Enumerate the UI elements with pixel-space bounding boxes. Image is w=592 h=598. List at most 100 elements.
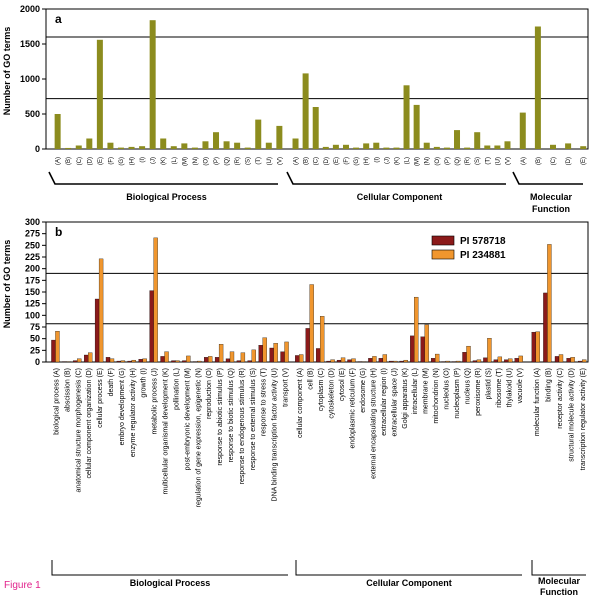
bar-pi-578718 [214,357,220,363]
bar-pi-234881 [466,345,471,363]
bar-pi-578718 [315,348,321,363]
category-label-a: (M) [182,157,188,166]
panel-label-b: b [55,225,62,239]
bar-pi-234881 [434,353,440,363]
category-label-a: (U) [267,157,273,165]
category-label-b: cellular component organization (D) [86,368,93,479]
category-label-b: nucleoplasm (P) [454,368,461,419]
legend-label: PI 578718 [460,236,506,247]
category-label-a: (A) [521,157,527,165]
y-tick-label-a: 1000 [20,74,40,84]
category-label-b: extracellular region (I) [381,368,388,436]
bar-pi-234881 [262,337,267,363]
category-label-a: (E) [581,157,587,165]
bar-pi-234881 [330,359,335,363]
category-label-a: (O) [435,157,441,166]
bar-pi-234881 [445,360,450,363]
category-label-a: (J) [384,157,390,164]
bar-a [413,104,420,149]
bar-pi-234881 [164,351,169,363]
group-label-a: Cellular Component [357,192,443,202]
category-label-b: structural molecule activity (D) [569,368,576,462]
bar-pi-578718 [295,355,300,363]
group-bracket-b [295,560,522,576]
category-label-b: response to endogenous stimulus (R) [239,368,246,484]
bar-a [373,142,380,149]
category-label-a: (L) [172,157,178,164]
bar-pi-578718 [493,359,499,363]
category-label-b: transport (V) [283,368,290,407]
bar-pi-234881 [186,355,191,363]
category-label-b: plastid (S) [485,368,492,400]
bar-a [312,107,319,149]
category-label-a: (B) [66,157,72,165]
category-label-a: (V) [505,157,511,165]
bar-a [363,143,370,149]
category-label-b: abscission (B) [64,368,71,412]
category-label-a: (K) [394,157,400,165]
bar-pi-234881 [55,331,60,363]
bar-a [65,147,72,149]
category-label-b: extracellular space (J) [391,368,398,436]
figure-caption: Figure 1 [4,580,41,591]
category-label-a: (I) [140,157,146,163]
bar-a [433,146,440,149]
bar-pi-578718 [336,359,342,363]
bar-a [160,138,167,149]
bar-pi-234881 [197,360,202,363]
y-tick-label-a: 2000 [20,4,40,14]
bar-a [170,146,177,149]
category-label-a: (E) [98,157,104,165]
bar-pi-578718 [305,328,310,363]
y-tick-label-b: 100 [25,310,40,320]
group-label-a: Function [532,204,570,214]
bar-pi-234881 [340,357,346,363]
category-label-a: (B) [304,157,310,165]
category-label-a: (A) [56,157,62,165]
category-label-b: transcription regulator activity (E) [580,368,587,470]
bar-pi-234881 [535,331,540,363]
group-bracket-a [48,171,278,185]
group-label-b: Function [540,587,578,597]
bar-pi-234881 [175,360,180,363]
group-bracket-a [512,171,583,185]
bar-a [403,85,410,149]
category-label-b: mitochondrion (N) [433,368,440,424]
bar-pi-578718 [204,357,209,363]
category-label-b: multicellular organismal development (K) [163,368,170,494]
bar-pi-234881 [382,354,388,363]
category-label-a: (K) [161,157,167,165]
panel-label-a: a [55,12,62,26]
category-label-a: (G) [354,157,360,166]
bar-pi-234881 [309,284,314,363]
y-tick-label-b: 275 [25,229,40,239]
bar-a [565,143,572,149]
category-label-a: (D) [566,157,572,165]
category-label-a: (S) [475,157,481,165]
bar-pi-234881 [218,344,224,363]
bar-pi-578718 [236,360,242,363]
category-label-b: membrane (M) [423,368,430,414]
category-label-b: growth (I) [141,368,148,398]
category-label-a: (E) [334,157,340,165]
category-label-b: endoplasmic reticulum (F) [350,368,357,449]
category-label-a: (F) [108,157,114,165]
y-tick-label-b: 25 [30,345,40,355]
bar-pi-234881 [98,258,104,363]
category-label-a: (L) [405,157,411,164]
category-label-a: (R) [465,157,471,165]
category-label-a: (C) [551,157,557,165]
bar-a [234,142,241,149]
bar-a [149,20,156,150]
category-label-a: (A) [294,157,300,165]
bar-pi-578718 [399,360,404,363]
bar-pi-578718 [472,360,478,363]
group-label-b: Molecular [538,576,581,586]
bar-pi-578718 [105,357,111,363]
category-label-a: (S) [246,157,252,165]
category-label-a: (P) [445,157,451,165]
category-label-a: (M) [415,157,421,166]
bar-a [484,145,491,149]
group-label-b: Biological Process [130,578,211,588]
